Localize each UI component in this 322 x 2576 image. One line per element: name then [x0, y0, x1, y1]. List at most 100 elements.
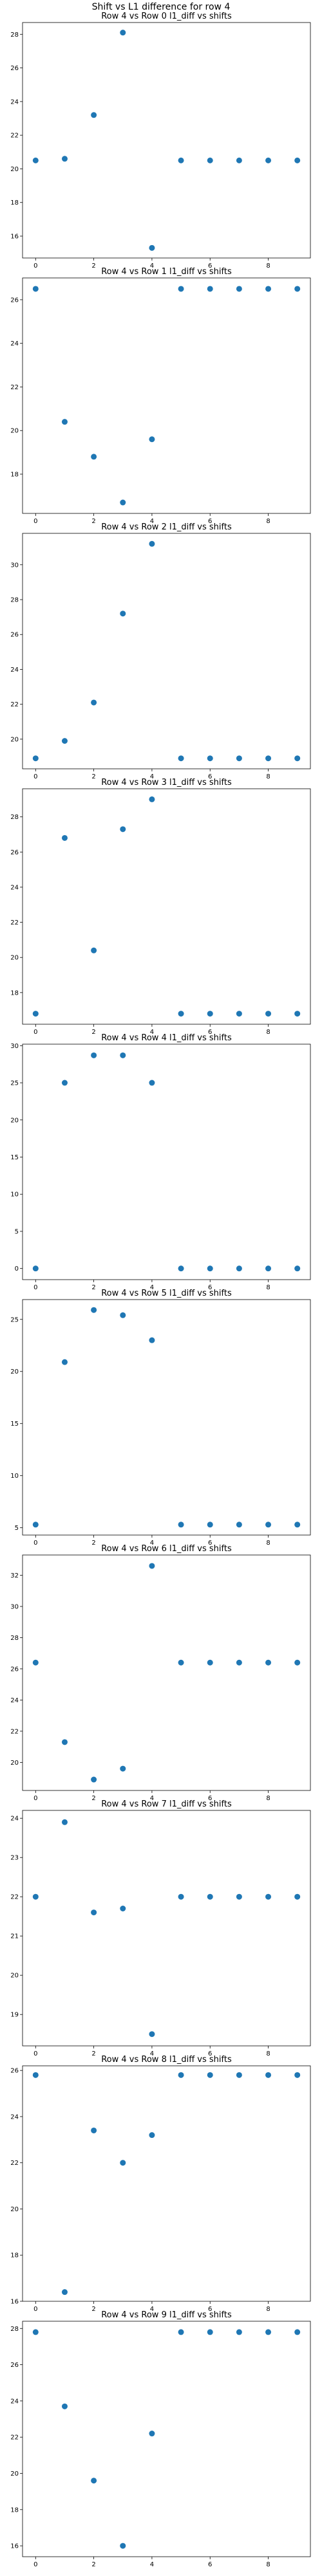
data-point: [149, 436, 155, 443]
data-point: [178, 2329, 184, 2335]
y-tick-label: 15: [10, 1154, 19, 1161]
data-point: [265, 2329, 272, 2335]
data-point: [265, 1011, 272, 1017]
x-tick-label: 2: [91, 1029, 95, 1036]
data-point: [294, 2072, 301, 2078]
data-point: [149, 1080, 155, 1086]
y-tick-label: 30: [10, 1043, 19, 1050]
data-point: [236, 2329, 242, 2335]
data-point: [207, 1522, 213, 1528]
data-point: [294, 1659, 301, 1666]
axes-frame: [22, 2065, 311, 2302]
subplot-title: Row 4 vs Row 3 l1_diff vs shifts: [101, 778, 232, 787]
x-tick-label: 4: [150, 262, 154, 270]
data-point: [236, 157, 242, 163]
y-tick-label: 24: [10, 667, 19, 674]
y-tick-label: 25: [10, 1316, 19, 1323]
data-point: [61, 2403, 68, 2409]
data-point: [236, 1011, 242, 1017]
data-point: [265, 755, 272, 762]
subplot-title: Row 4 vs Row 4 l1_diff vs shifts: [101, 1033, 232, 1043]
data-point: [236, 1265, 242, 1272]
data-point: [178, 1659, 184, 1666]
y-tick-label: 24: [10, 2113, 19, 2121]
data-point: [32, 755, 39, 762]
data-point: [265, 1522, 272, 1528]
y-tick-label: 22: [10, 701, 19, 708]
y-tick-label: 20: [10, 1117, 19, 1124]
subplot-title: Row 4 vs Row 6 l1_diff vs shifts: [101, 1544, 232, 1554]
data-point: [61, 834, 68, 841]
data-point: [265, 1659, 272, 1666]
data-point: [294, 1265, 301, 1272]
subplot-title: Row 4 vs Row 0 l1_diff vs shifts: [101, 12, 232, 21]
data-point: [91, 699, 97, 706]
data-point: [120, 499, 126, 506]
y-tick-label: 24: [10, 340, 19, 347]
data-point: [207, 157, 213, 163]
y-tick-label: 28: [10, 1635, 19, 1642]
y-tick-label: 26: [10, 297, 19, 304]
y-tick-label: 20: [10, 736, 19, 743]
y-tick-label: 30: [10, 1603, 19, 1610]
x-tick-label: 8: [266, 2561, 270, 2568]
y-tick-label: 26: [10, 849, 19, 856]
data-point: [265, 1265, 272, 1272]
data-point: [61, 1359, 68, 1365]
x-tick-label: 8: [266, 1795, 270, 1802]
y-tick-label: 20: [10, 2470, 19, 2478]
y-tick-label: 26: [10, 2068, 19, 2075]
data-point: [207, 1659, 213, 1666]
x-tick-label: 0: [33, 1540, 37, 1547]
y-tick-label: 19: [10, 2012, 19, 2019]
data-point: [149, 1563, 155, 1569]
y-tick-label: 26: [10, 2362, 19, 2369]
data-point: [91, 454, 97, 460]
y-tick-label: 22: [10, 384, 19, 391]
axes-frame: [22, 2321, 311, 2557]
data-point: [294, 157, 301, 163]
y-tick-label: 20: [10, 1760, 19, 1767]
data-point: [178, 2072, 184, 2078]
data-point: [91, 947, 97, 953]
y-tick-label: 32: [10, 1572, 19, 1579]
x-tick-label: 8: [266, 773, 270, 780]
data-point: [207, 2329, 213, 2335]
y-tick-label: 21: [10, 1933, 19, 1940]
subplot-4: Row 4 vs Row 4 l1_diff vs shifts 0 2 4 6 8 0 5 1…: [10, 1033, 311, 1291]
data-point: [61, 156, 68, 162]
data-point: [265, 2072, 272, 2078]
x-tick-label: 8: [266, 2306, 270, 2313]
data-point: [91, 1909, 97, 1916]
y-tick-label: 18: [10, 2507, 19, 2514]
data-point: [207, 755, 213, 762]
data-point: [178, 286, 184, 292]
x-tick-label: 6: [208, 262, 212, 270]
x-tick-label: 0: [33, 2561, 37, 2568]
data-point: [32, 1265, 39, 1272]
data-point: [32, 1011, 39, 1017]
x-tick-label: 8: [266, 1029, 270, 1036]
data-point: [149, 2431, 155, 2437]
data-point: [236, 2072, 242, 2078]
data-point: [61, 2289, 68, 2295]
data-point: [32, 1522, 39, 1528]
subplot-title: Row 4 vs Row 9 l1_diff vs shifts: [101, 2310, 232, 2320]
data-point: [207, 1893, 213, 1900]
data-point: [236, 1659, 242, 1666]
data-point: [91, 112, 97, 118]
x-tick-label: 8: [266, 1284, 270, 1291]
subplot-title: Row 4 vs Row 2 l1_diff vs shifts: [101, 522, 232, 532]
x-tick-label: 6: [208, 1540, 212, 1547]
subplot-title: Row 4 vs Row 5 l1_diff vs shifts: [101, 1289, 232, 1298]
data-point: [265, 286, 272, 292]
data-point: [207, 1011, 213, 1017]
y-tick-label: 24: [10, 884, 19, 891]
x-tick-label: 2: [91, 1540, 95, 1547]
y-tick-label: 18: [10, 989, 19, 997]
y-tick-label: 26: [10, 632, 19, 639]
